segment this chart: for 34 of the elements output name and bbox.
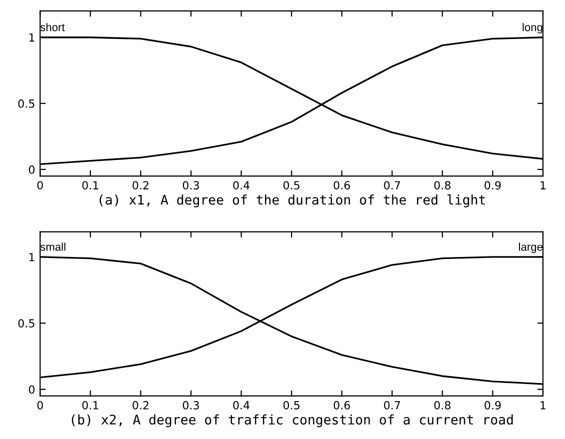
x-tick-label: 1: [540, 181, 546, 190]
x-tick-label: 0.3: [182, 181, 199, 190]
x-tick-label: 0: [37, 401, 43, 410]
series-label: short: [40, 23, 65, 32]
x-tick-label: 0.1: [82, 401, 98, 410]
x-axis-title: (a) x1, A degree of the duration of the red light: [100, 194, 485, 208]
x-tick-label: 0.6: [334, 181, 350, 190]
y-tick-label: 0: [28, 385, 35, 394]
y-tick-label: 0: [28, 165, 35, 174]
x-tick-label: 0.4: [233, 181, 250, 190]
legend-label: large: [519, 242, 542, 253]
series-label: small: [40, 242, 66, 251]
x-tick-label: 0.7: [384, 181, 400, 190]
x-tick-label: 0.2: [132, 401, 148, 410]
x-tick-label: 0.6: [334, 401, 350, 410]
x-axis-title: (b) x2, A degree of traffic congestion of a current road: [72, 414, 513, 428]
y-tick-label: 0.5: [18, 99, 34, 108]
x-tick-label: 0.8: [434, 181, 450, 190]
y-tick-label: 1: [29, 253, 34, 262]
x-tick-label: 0.9: [484, 401, 501, 410]
x-tick-label: 0: [37, 181, 43, 190]
x-tick-label: 0.2: [132, 181, 148, 190]
x-tick-label: 0.4: [233, 401, 250, 410]
x-tick-label: 0.5: [283, 181, 300, 190]
legend-label: long: [522, 23, 542, 34]
x-tick-label: 0.5: [283, 401, 300, 410]
y-tick-label: 0.5: [18, 319, 34, 328]
x-tick-label: 0.3: [182, 401, 199, 410]
x-tick-label: 1: [540, 401, 546, 410]
x-tick-label: 0.9: [484, 181, 501, 190]
x-tick-label: 0.8: [434, 401, 450, 410]
y-tick-label: 1: [29, 34, 34, 42]
x-tick-label: 0.7: [384, 401, 400, 410]
x-tick-label: 0.1: [82, 181, 98, 190]
